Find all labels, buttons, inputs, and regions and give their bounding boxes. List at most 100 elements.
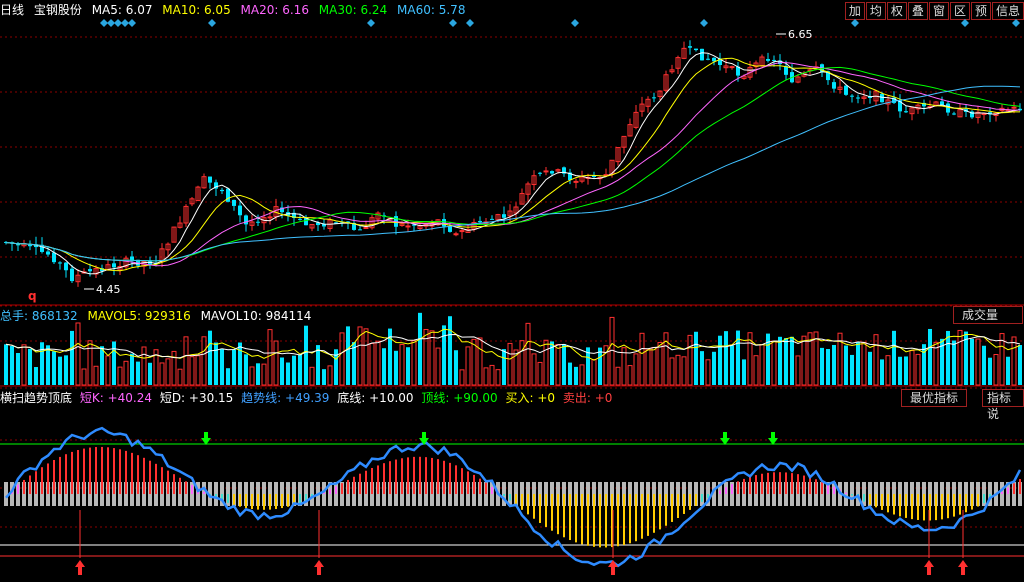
volume-bar-down [778,336,782,385]
volume-bar-up [999,333,1005,386]
volume-bar-up [327,365,333,386]
volume-bar-up [21,344,27,386]
signal-diamond-icon [961,19,969,27]
volume-bar-up [411,340,417,386]
volume-bar-down [730,345,734,385]
candle-up [453,233,459,236]
volume-bar-down [454,350,458,385]
candle-up [555,169,561,172]
volume-bar-up [471,338,477,386]
volume-bar-up [75,322,81,386]
candle-down [334,222,338,224]
candle-down [898,100,902,112]
candle-up [183,205,189,224]
signal-diamonds [100,19,1020,27]
volume-bar-down [700,351,704,385]
toolbar-overlay-button[interactable]: 叠 [907,2,928,20]
indicator-header: 横扫趋势顶底 短K: +40.24 短D: +30.15 趋势线: +49.39… [0,389,616,407]
volume-bar-down [406,347,410,385]
candle-up [165,243,171,251]
toolbar-rights-button[interactable]: 权 [886,2,907,20]
volume-bar-up [363,328,369,386]
toolbar-average-button[interactable]: 均 [865,2,886,20]
volume-bar-up [369,343,375,386]
signal-diamond-icon [700,19,708,27]
volume-bar-down [112,341,116,385]
volume-bar-down [568,362,572,385]
signal-diamond-icon [851,19,859,27]
volume-bar-down [922,344,926,385]
signal-diamond-icon [208,19,216,27]
signal-diamond-icon [449,19,457,27]
buy-arrow-icon [924,560,934,575]
toolbar-range-button[interactable]: 区 [949,2,970,20]
candle-down [292,212,296,218]
volume-bar-up [669,357,675,386]
candle-down [316,222,320,226]
period-label[interactable]: 日线 [0,3,25,17]
candle-up [399,223,405,226]
volume-bar-up [801,335,807,386]
candle-down [40,244,44,252]
volume-bar-up [339,332,345,386]
volume-bar-up [705,359,711,386]
sell-arrow-icon [419,432,429,445]
volume-bar-down [214,342,218,385]
indicator-name[interactable]: 横扫趋势顶底 [0,391,73,405]
volume-bar-up [459,369,465,386]
toolbar: 加 均 权 叠 窗 区 预 信息 [844,2,1024,20]
candle-up [747,66,753,78]
indicator-help-button[interactable]: 指标说 [982,389,1024,421]
candle-up [615,147,621,163]
candle-down [4,241,8,243]
candle-down [100,268,104,272]
candle-down [850,95,854,97]
volume-bar-up [537,361,543,386]
volume-bar-down [550,341,554,385]
candle-down [238,205,242,216]
sell-arrow-icon [201,432,211,445]
volume-bar-down [562,344,566,385]
ma30-value: MA30: 6.24 [318,3,388,17]
volume-bar-up [747,332,753,386]
candle-up [177,222,183,228]
optimal-indicator-button[interactable]: 最优指标 [901,389,968,407]
candle-up [513,206,519,214]
volume-button[interactable]: 成交量 [953,306,1023,324]
toolbar-add-button[interactable]: 加 [844,2,865,20]
volume-bar-down [52,351,56,385]
candle-down [970,111,974,118]
toolbar-info-button[interactable]: 信息 [991,2,1024,20]
volume-bar-down [586,347,590,385]
stock-name: 宝钢股份 [33,3,82,17]
volume-bar-down [952,340,956,385]
volume-bar-up [663,332,669,386]
volume-bar-down [280,357,284,385]
toolbar-forecast-button[interactable]: 预 [970,2,991,20]
volume-bar-up [435,347,441,386]
candle-up [681,47,687,59]
candle-up [675,57,681,69]
volume-bar-down [736,330,740,385]
candle-down [358,229,362,231]
top-line-value: 顶线: +90.00 [421,391,498,405]
candle-up [657,90,663,97]
volume-bar-up [957,329,963,386]
ma60-line [5,85,1021,262]
candle-down [766,58,770,61]
candle-down [844,85,848,95]
volume-bar-down [100,346,104,385]
volume-bar-up [531,353,537,386]
candle-down [952,113,956,115]
volume-bar-down [940,338,944,385]
volume-bar-up [759,344,765,386]
volume-bar-up [171,350,177,386]
candlesticks [4,40,1022,287]
volume-bar-down [718,335,722,385]
volume-bar-up [309,366,315,386]
candle-up [663,74,669,91]
toolbar-window-button[interactable]: 窗 [928,2,949,20]
volume-bar-down [286,362,290,385]
candle-down [478,220,482,223]
